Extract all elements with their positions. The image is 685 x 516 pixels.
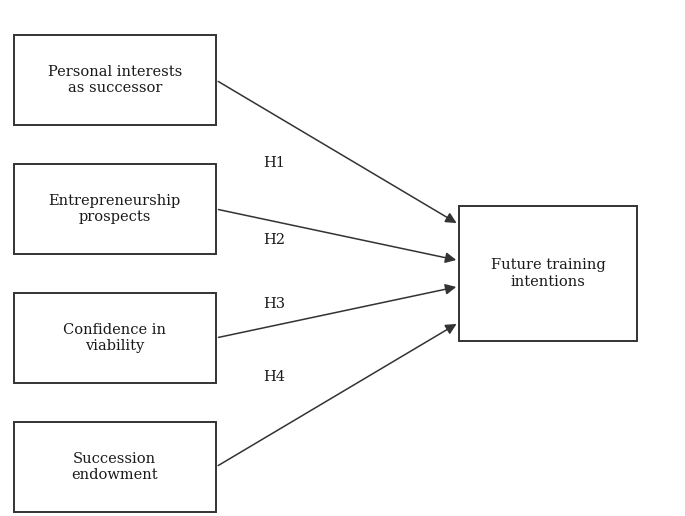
- FancyBboxPatch shape: [14, 422, 216, 512]
- Text: H1: H1: [264, 155, 286, 170]
- Text: Personal interests
as successor: Personal interests as successor: [48, 65, 182, 95]
- Text: H2: H2: [264, 233, 286, 247]
- Text: Future training
intentions: Future training intentions: [490, 259, 606, 288]
- Text: Confidence in
viability: Confidence in viability: [63, 323, 166, 353]
- Text: Succession
endowment: Succession endowment: [71, 452, 158, 482]
- FancyBboxPatch shape: [14, 293, 216, 383]
- Text: H3: H3: [264, 297, 286, 312]
- FancyBboxPatch shape: [14, 164, 216, 254]
- FancyBboxPatch shape: [459, 206, 637, 341]
- Text: Entrepreneurship
prospects: Entrepreneurship prospects: [49, 194, 181, 224]
- FancyBboxPatch shape: [14, 35, 216, 125]
- Text: H4: H4: [264, 369, 286, 384]
